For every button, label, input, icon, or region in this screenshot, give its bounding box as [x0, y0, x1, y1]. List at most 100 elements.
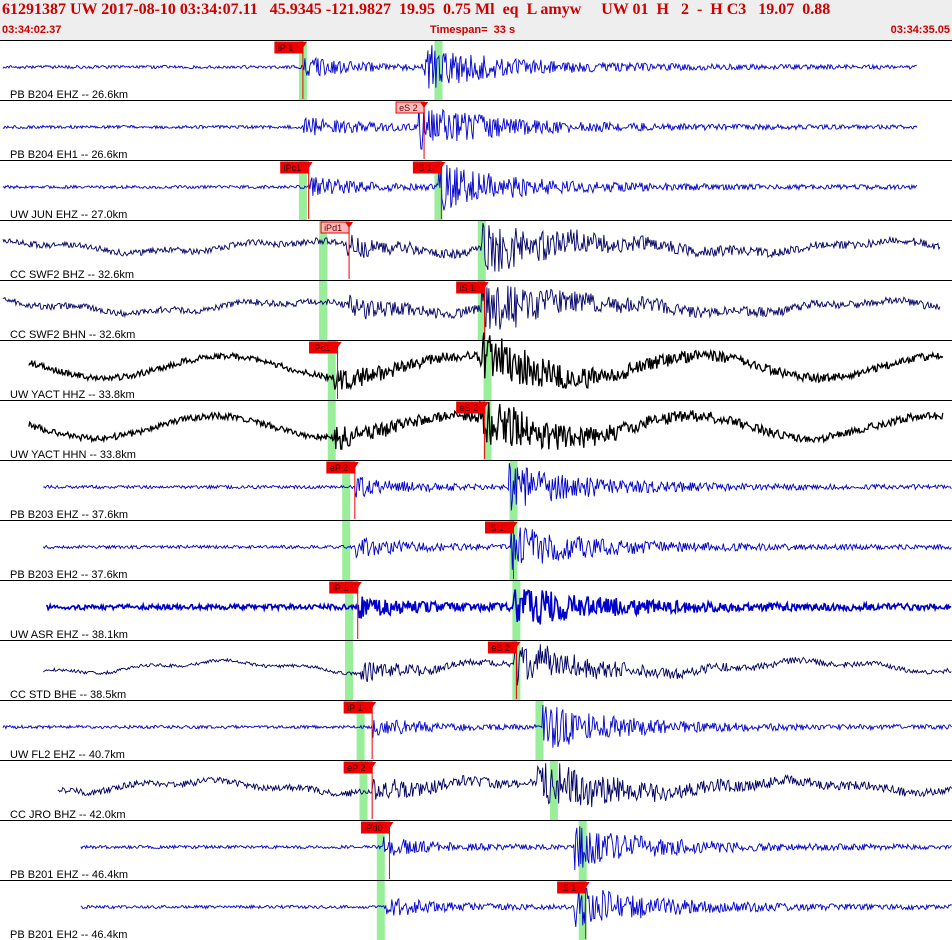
timespan-label: Timespan= 33 s — [430, 24, 516, 36]
phase-highlight-band — [376, 881, 385, 940]
channel-label: UW YACT HHZ -- 33.8km — [10, 389, 135, 401]
phase-highlight-band — [342, 521, 351, 581]
pick-arrow-icon — [353, 582, 362, 588]
pick-arrow-icon — [480, 282, 489, 288]
end-time: 03:34:35.05 — [890, 24, 950, 36]
channel-label: UW JUN EHZ -- 27.0km — [10, 209, 127, 221]
channel-label: PB B201 EHZ -- 46.4km — [10, 869, 128, 881]
pick-label: iPd0 — [364, 823, 382, 833]
pick-label: iS 1 — [460, 283, 476, 293]
waveform-trace — [57, 763, 952, 808]
trace-panel[interactable]: iP 1 PB B204 EHZ -- 26.6km — [0, 41, 952, 101]
trace-panel[interactable]: iPc1 iS 1 UW JUN EHZ -- 27.0km — [0, 161, 952, 221]
trace-panel[interactable]: iS 1 CC SWF2 BHN -- 32.6km — [0, 281, 952, 341]
phase-highlight-band — [376, 821, 385, 881]
pick-label: eP 2 — [330, 463, 348, 473]
pick-label: iS 1 — [489, 523, 505, 533]
channel-label: PB B203 EHZ -- 37.6km — [10, 509, 128, 521]
pick-label: iP 1 — [347, 703, 362, 713]
waveform-trace — [43, 463, 952, 511]
waveform-trace — [2, 704, 952, 748]
trace-panel[interactable]: iS 1 PB B201 EH2 -- 46.4km — [0, 881, 952, 940]
header-bar: 61291387 UW 2017-08-10 03:34:07.11 45.93… — [0, 0, 952, 41]
pick-arrow-icon — [345, 222, 354, 228]
phase-highlight-band — [345, 581, 354, 641]
trace-panel[interactable]: iP 1 UW FL2 EHZ -- 40.7km — [0, 701, 952, 761]
channel-label: CC SWF2 BHZ -- 32.6km — [10, 269, 134, 281]
trace-panel[interactable]: iS 1 PB B203 EH2 -- 37.6km — [0, 521, 952, 581]
waveform-trace — [2, 222, 941, 272]
phase-highlight-band — [356, 701, 365, 761]
trace-panel[interactable]: eP 2 CC JRO BHZ -- 42.0km — [0, 761, 952, 821]
waveform-trace — [2, 45, 917, 89]
waveform-trace — [80, 886, 952, 928]
phase-highlight-band — [342, 461, 351, 521]
waveform-trace — [2, 164, 918, 211]
pick-arrow-icon — [509, 522, 518, 528]
trace-panel[interactable]: iPc1 UW YACT HHZ -- 33.8km — [0, 332, 952, 401]
pick-arrow-icon — [368, 702, 377, 708]
waveform-trace — [42, 644, 952, 686]
phase-highlight-band — [477, 281, 486, 341]
phase-highlight-band — [319, 281, 328, 341]
pick-label: iP 1 — [278, 43, 293, 53]
phase-highlight-band — [319, 221, 328, 281]
trace-panel[interactable]: iPd1 CC SWF2 BHZ -- 32.6km — [0, 221, 952, 281]
event-title: 61291387 UW 2017-08-10 03:34:07.11 45.93… — [2, 1, 831, 18]
pick-label: iS 1 — [561, 883, 577, 893]
channel-label: UW FL2 EHZ -- 40.7km — [10, 749, 125, 761]
pick-arrow-icon — [298, 42, 307, 48]
pick-arrow-icon — [333, 342, 342, 348]
waveform-trace — [2, 283, 941, 330]
pick-label: iP 1 — [333, 583, 348, 593]
pick-arrow-icon — [420, 102, 429, 108]
seismogram-plot[interactable]: iP 1 PB B204 EHZ -- 26.6km eS 2 PB B204 EH1… — [0, 41, 952, 940]
phase-highlight-band — [483, 341, 492, 401]
phase-highlight-band — [477, 221, 486, 281]
pick-label: iPc1 — [284, 163, 302, 173]
waveform-trace — [42, 527, 952, 570]
phase-highlight-band — [434, 41, 443, 101]
phase-highlight-band — [345, 641, 354, 701]
pick-arrow-icon — [512, 642, 521, 648]
phase-highlight-band — [509, 461, 518, 521]
pick-arrow-icon — [437, 162, 446, 168]
pick-arrow-icon — [350, 462, 359, 468]
pick-label: iPd1 — [324, 223, 342, 233]
channel-label: UW ASR EHZ -- 38.1km — [10, 629, 128, 641]
pick-label: eS 2 — [460, 403, 479, 413]
channel-label: PB B204 EHZ -- 26.6km — [10, 89, 128, 101]
pick-arrow-icon — [581, 882, 590, 888]
pick-arrow-icon — [385, 822, 394, 828]
pick-arrow-icon — [368, 762, 377, 768]
waveform-trace — [28, 401, 944, 451]
channel-label: CC SWF2 BHN -- 32.6km — [10, 329, 135, 341]
pick-arrow-icon — [304, 162, 313, 168]
waveform-trace — [2, 104, 918, 150]
channel-label: UW YACT HHN -- 33.8km — [10, 449, 136, 461]
start-time: 03:34:02.37 — [2, 24, 62, 36]
phase-highlight-band — [327, 341, 336, 401]
trace-panel[interactable]: eS 2 UW YACT HHN -- 33.8km — [0, 401, 952, 461]
pick-arrow-icon — [480, 402, 489, 408]
phase-highlight-band — [434, 161, 443, 221]
channel-label: CC JRO BHZ -- 42.0km — [10, 809, 126, 821]
channel-label: PB B203 EH2 -- 37.6km — [10, 569, 127, 581]
phase-highlight-band — [298, 161, 307, 221]
seismogram-panels[interactable]: iP 1 PB B204 EHZ -- 26.6km eS 2 PB B204 EH1… — [0, 41, 952, 940]
pick-label: eS 2 — [491, 643, 510, 653]
waveform-trace — [28, 332, 944, 391]
pick-label: iPc1 — [313, 343, 331, 353]
waveform-trace — [80, 826, 952, 871]
waveform-trace — [45, 589, 952, 625]
trace-panel[interactable]: eS 2 CC STD BHE -- 38.5km — [0, 641, 952, 701]
channel-label: PB B204 EH1 -- 26.6km — [10, 149, 127, 161]
channel-label: PB B201 EH2 -- 46.4km — [10, 929, 127, 940]
trace-panel[interactable]: eS 2 PB B204 EH1 -- 26.6km — [0, 101, 952, 161]
trace-panel[interactable]: iP 1 UW ASR EHZ -- 38.1km — [0, 581, 952, 641]
phase-highlight-band — [327, 401, 336, 461]
channel-label: CC STD BHE -- 38.5km — [10, 689, 126, 701]
trace-panel[interactable]: eP 2 PB B203 EHZ -- 37.6km — [0, 461, 952, 521]
trace-panel[interactable]: iPd0 PB B201 EHZ -- 46.4km — [0, 821, 952, 881]
pick-label: eS 2 — [399, 103, 418, 113]
